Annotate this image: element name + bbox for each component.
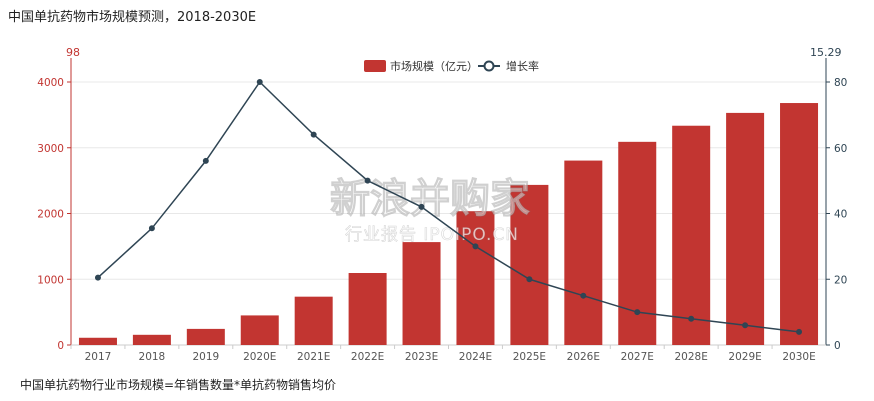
bar[interactable] [240, 315, 279, 345]
right-tick-label: 0 [834, 340, 841, 352]
watermark-line2: 行业报告 IPOIPO.CN [345, 225, 519, 245]
x-tick-label: 2021E [297, 351, 330, 363]
right-axis-corner-value: 15.29 [810, 46, 842, 59]
right-tick-label: 60 [834, 143, 847, 155]
left-tick-label: 3000 [37, 143, 64, 155]
watermark-line1: 新浪并购家 [330, 176, 530, 222]
legend-bar-label: 市场规模（亿元） [390, 59, 478, 73]
left-tick-label: 0 [57, 340, 64, 352]
bar[interactable] [456, 211, 495, 345]
x-tick-label: 2024E [459, 351, 492, 363]
right-tick-label: 20 [834, 274, 847, 286]
x-tick-label: 2029E [728, 351, 761, 363]
growth-line [97, 80, 800, 333]
x-tick-label: 2028E [674, 351, 707, 363]
line-point[interactable] [256, 79, 263, 85]
line-point[interactable] [688, 315, 695, 322]
legend-line-label: 增长率 [506, 59, 539, 73]
bar[interactable] [564, 160, 603, 345]
left-tick-label: 1000 [37, 274, 64, 286]
chart-title: 中国单抗药物市场规模预测，2018-2030E [8, 10, 257, 25]
x-tick-label: 2022E [351, 351, 384, 363]
x-tick-label: 2030E [782, 351, 815, 363]
x-tick-label: 2020E [243, 351, 276, 363]
line-point[interactable] [796, 328, 803, 335]
x-tick-label: 2023E [405, 351, 438, 363]
line-point[interactable] [202, 157, 209, 164]
footnote: 中国单抗药物行业市场规模=年销售数量*单抗药物销售均价 [20, 378, 337, 392]
left-tick-label: 2000 [37, 209, 64, 221]
line-point[interactable] [418, 203, 425, 210]
line-point[interactable] [742, 322, 749, 329]
line-point[interactable] [526, 276, 533, 283]
legend-line-marker [483, 60, 495, 72]
line-point[interactable] [364, 177, 371, 184]
bar-series [78, 103, 819, 345]
x-tick-label: 2019 [192, 351, 219, 363]
line-point[interactable] [634, 309, 641, 316]
bar[interactable] [726, 112, 765, 345]
bar[interactable] [510, 184, 549, 345]
line-point[interactable] [148, 225, 155, 232]
bar[interactable] [78, 337, 117, 345]
left-tick-label: 4000 [37, 77, 64, 89]
x-tick-label: 2017 [85, 351, 112, 363]
left-axis-corner-value: 98 [66, 46, 80, 59]
watermark: 新浪并购家 行业报告 IPOIPO.CN [330, 176, 531, 246]
axes: 0 1000 2000 3000 4000 0 20 40 60 80 2017 2018 2019 20… [37, 58, 847, 363]
line-point[interactable] [310, 131, 317, 138]
right-tick-label: 40 [834, 209, 847, 221]
bar[interactable] [780, 103, 819, 345]
line-point[interactable] [580, 292, 587, 299]
x-tick-label: 2025E [513, 351, 546, 363]
x-tick-label: 2027E [621, 351, 654, 363]
x-tick-label: 2018 [139, 351, 166, 363]
bar[interactable] [348, 273, 387, 345]
legend-bar-swatch [364, 60, 386, 72]
bar[interactable] [186, 328, 225, 345]
x-tick-label: 2026E [567, 351, 600, 363]
bar[interactable] [294, 296, 333, 345]
line-point[interactable] [94, 274, 101, 281]
legend[interactable]: 市场规模（亿元） 增长率 [364, 59, 539, 73]
right-tick-label: 80 [834, 77, 847, 89]
line-series [94, 79, 803, 335]
bar[interactable] [132, 334, 171, 345]
bar[interactable] [672, 125, 711, 345]
line-point[interactable] [472, 243, 479, 250]
bar[interactable] [402, 242, 441, 345]
